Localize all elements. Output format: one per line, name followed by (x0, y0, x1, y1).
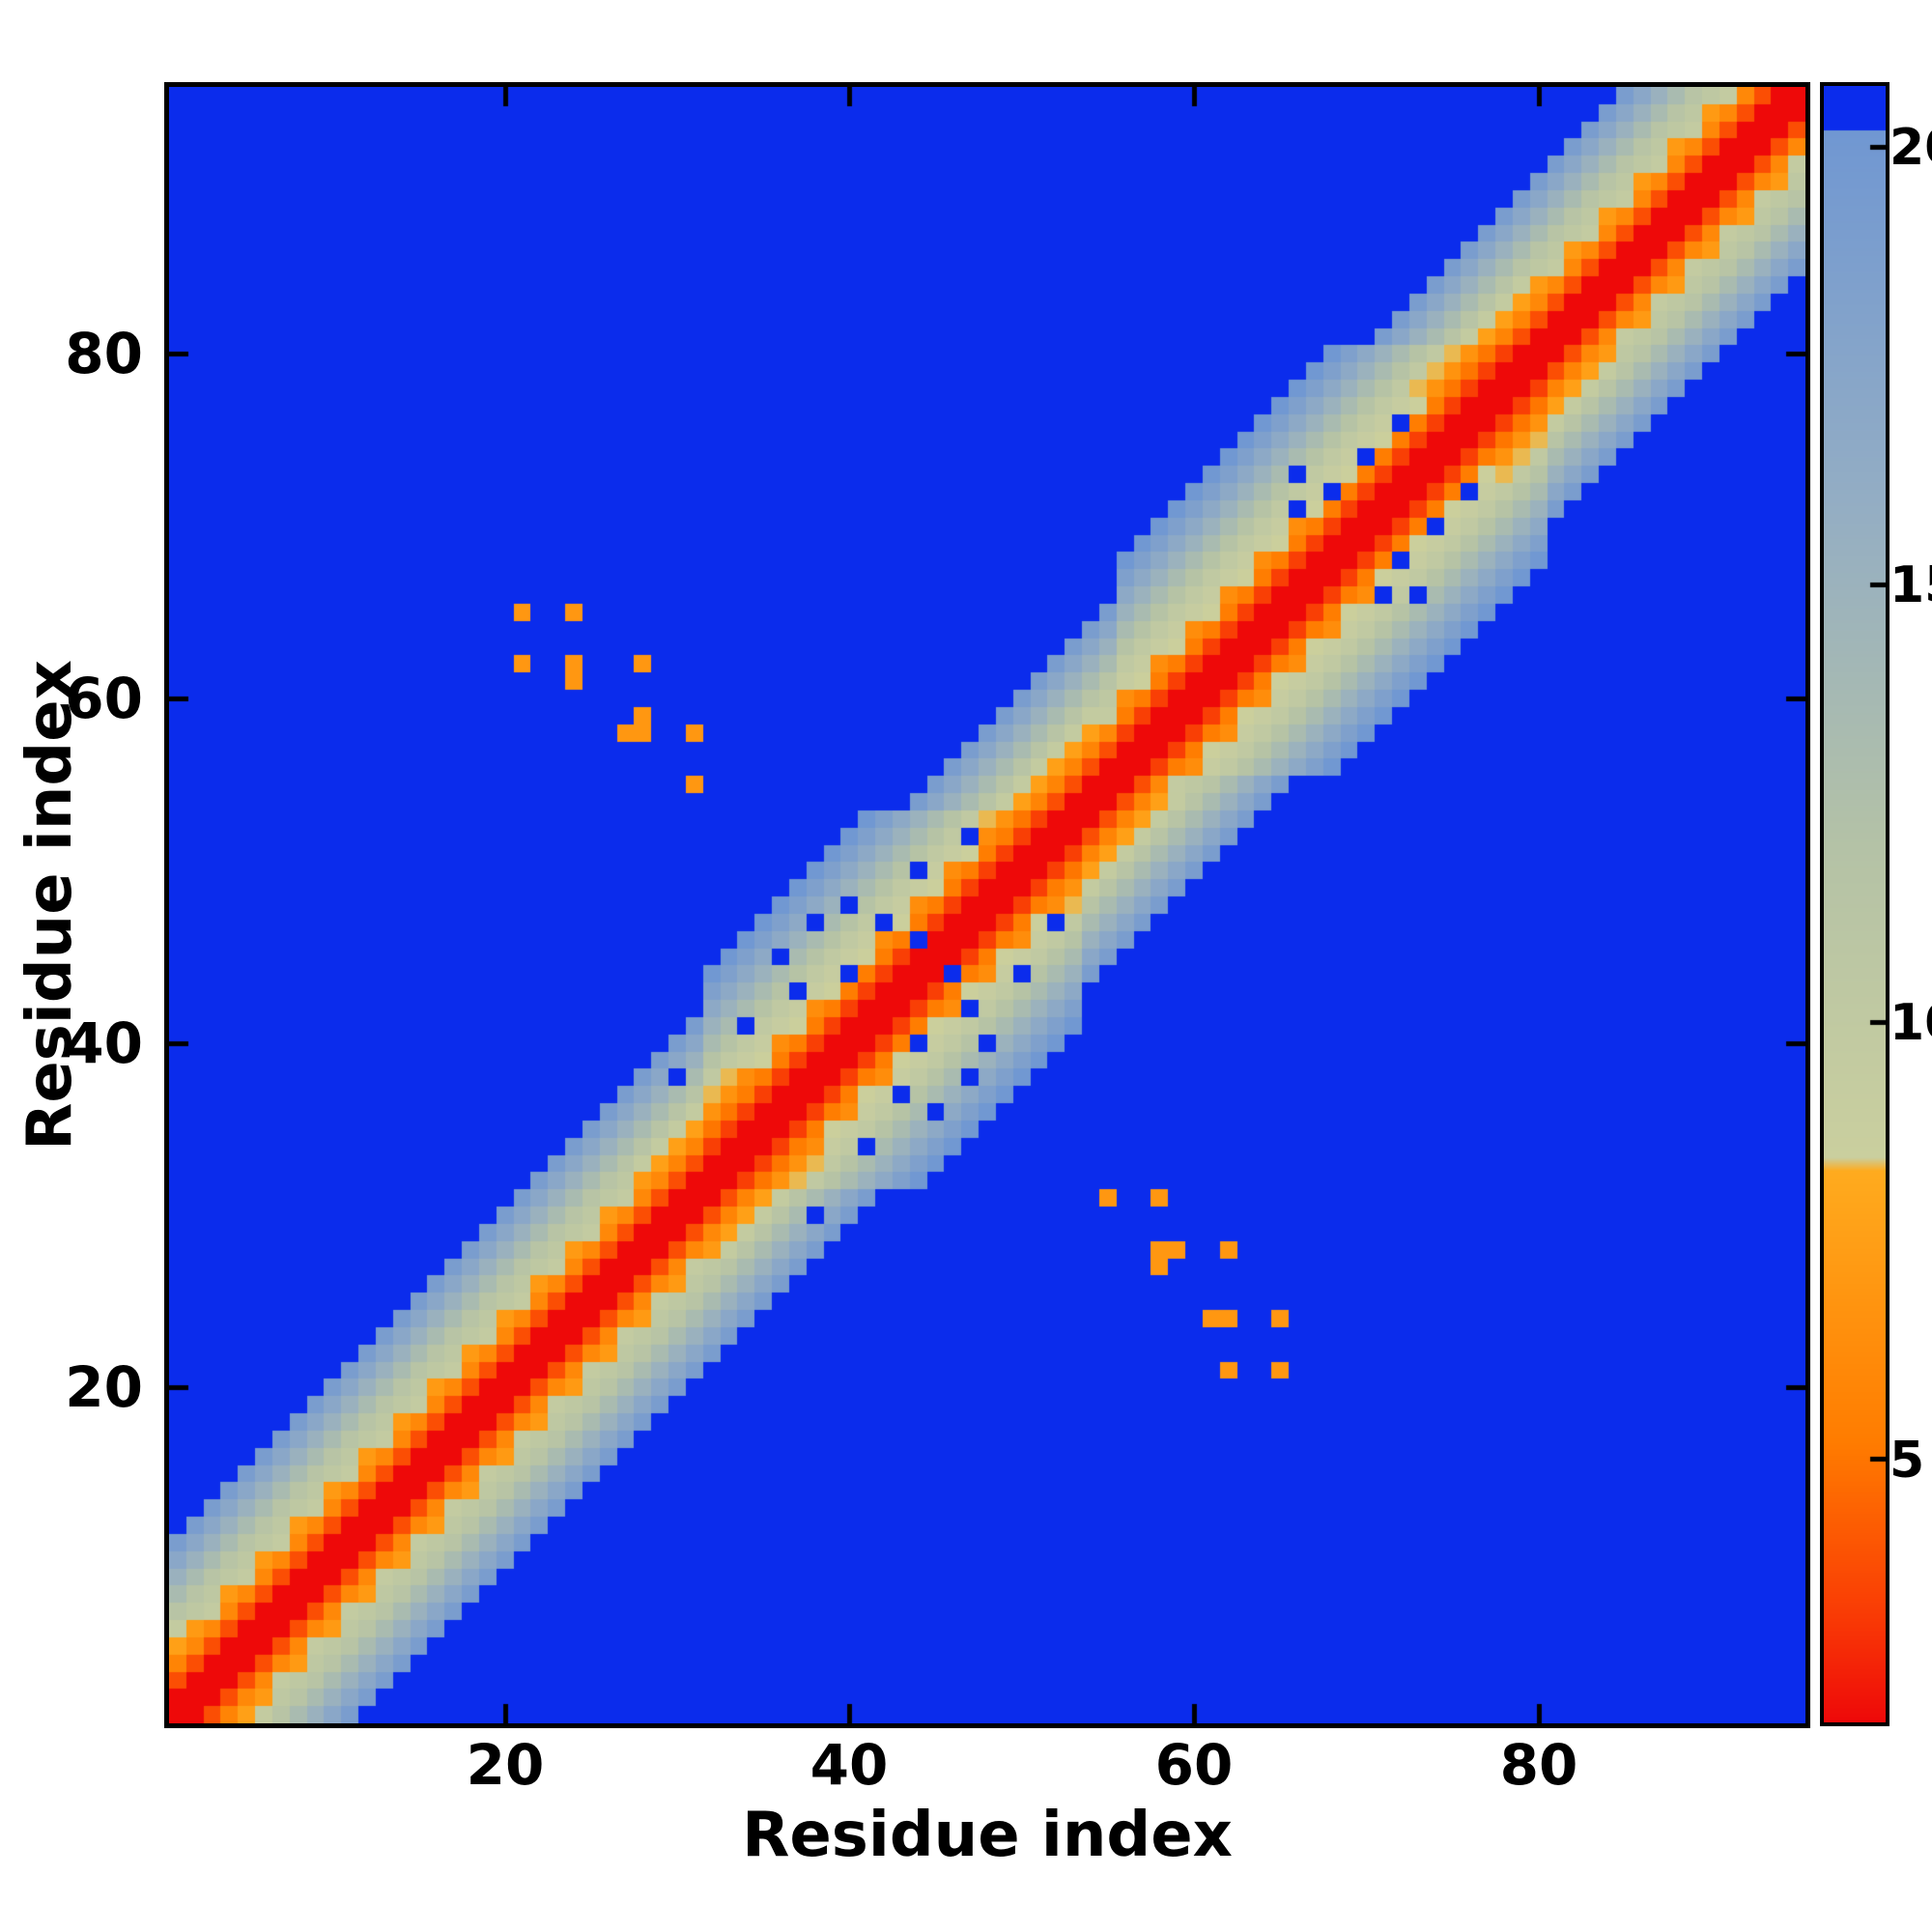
x-tick-label-80: 80 (1499, 1732, 1578, 1798)
colorbar-frame (1820, 82, 1889, 1726)
x-tick-label-60: 60 (1154, 1732, 1234, 1798)
colorbar-tick-label-10: 10 (1889, 994, 1932, 1052)
x-tick-label-40: 40 (810, 1732, 889, 1798)
colorbar-tick-label-15: 15 (1889, 556, 1932, 614)
y-tick-label-40: 40 (65, 1010, 143, 1076)
plot-frame (164, 82, 1810, 1728)
x-axis-label: Residue index (742, 1800, 1233, 1871)
colorbar-tick-label-5: 5 (1889, 1432, 1925, 1490)
y-tick-label-60: 60 (65, 666, 143, 731)
y-axis-label: Residue index (14, 660, 86, 1151)
colorbar-tick-label-20: 20 (1889, 119, 1932, 177)
y-tick-label-20: 20 (65, 1354, 143, 1420)
x-tick-label-20: 20 (466, 1732, 545, 1798)
colorbar-canvas (1824, 86, 1886, 1722)
heatmap-canvas (169, 87, 1805, 1723)
y-tick-label-80: 80 (65, 321, 143, 386)
